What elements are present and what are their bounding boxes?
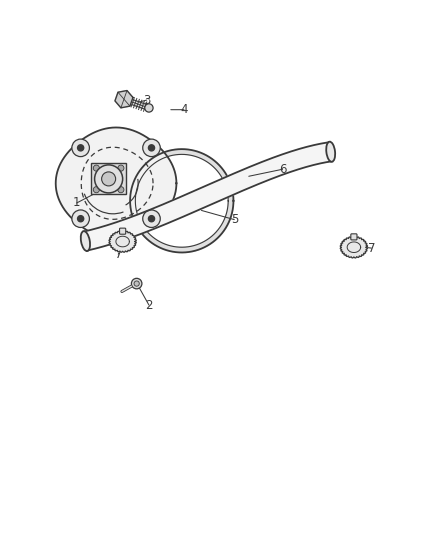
- Circle shape: [118, 165, 124, 171]
- Polygon shape: [340, 237, 367, 258]
- Polygon shape: [109, 231, 136, 252]
- Polygon shape: [84, 142, 332, 251]
- Circle shape: [118, 187, 124, 193]
- Text: 1: 1: [73, 197, 81, 209]
- Circle shape: [145, 104, 153, 112]
- Ellipse shape: [326, 142, 335, 162]
- Circle shape: [143, 210, 160, 228]
- Text: 7: 7: [367, 241, 375, 255]
- Circle shape: [93, 187, 99, 193]
- Circle shape: [72, 139, 89, 157]
- Circle shape: [95, 165, 123, 193]
- Text: 6: 6: [279, 163, 286, 176]
- Circle shape: [78, 145, 84, 151]
- Text: 4: 4: [180, 103, 188, 116]
- Text: 5: 5: [231, 213, 238, 226]
- Text: 2: 2: [145, 298, 153, 312]
- Circle shape: [134, 281, 139, 286]
- Circle shape: [102, 172, 116, 186]
- Polygon shape: [91, 164, 126, 195]
- Polygon shape: [115, 91, 133, 108]
- FancyBboxPatch shape: [351, 234, 357, 240]
- Circle shape: [78, 216, 84, 222]
- Circle shape: [148, 216, 155, 222]
- Polygon shape: [130, 149, 233, 253]
- Text: 7: 7: [114, 248, 122, 261]
- Circle shape: [148, 145, 155, 151]
- Polygon shape: [56, 127, 177, 239]
- Circle shape: [72, 210, 89, 228]
- Ellipse shape: [81, 231, 90, 251]
- Text: 3: 3: [143, 94, 150, 107]
- Circle shape: [143, 139, 160, 157]
- Circle shape: [131, 278, 142, 289]
- FancyBboxPatch shape: [120, 228, 126, 234]
- Circle shape: [93, 165, 99, 171]
